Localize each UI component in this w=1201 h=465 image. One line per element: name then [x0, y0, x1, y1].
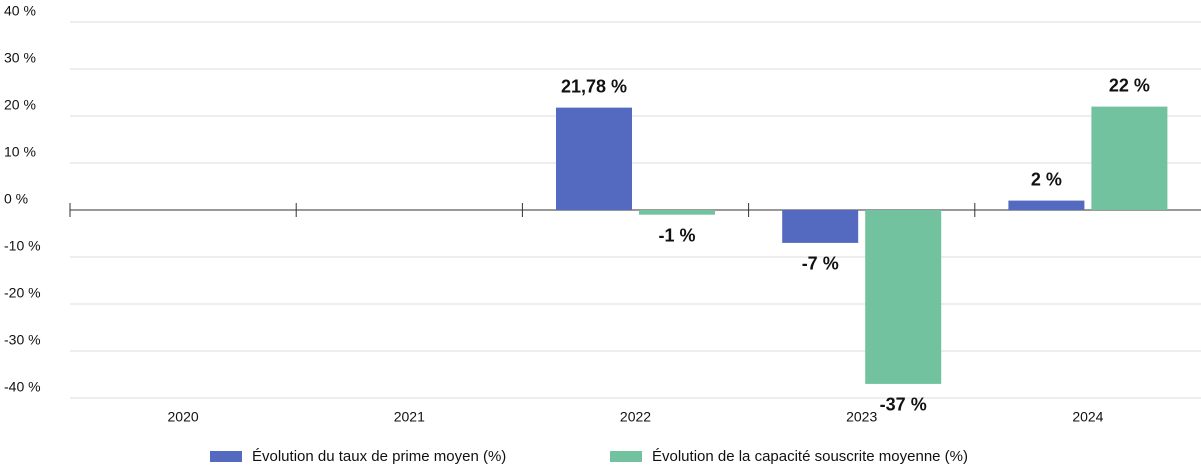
- y-tick-label: 20 %: [4, 97, 36, 113]
- bar: [782, 210, 859, 243]
- value-label: -7 %: [802, 254, 839, 274]
- x-tick-label: 2024: [1072, 409, 1103, 425]
- value-label: 21,78 %: [561, 76, 627, 96]
- x-tick-label: 2020: [168, 409, 199, 425]
- legend-label: Évolution de la capacité souscrite moyen…: [652, 448, 968, 465]
- value-label: 2 %: [1031, 169, 1062, 189]
- value-label: 22 %: [1109, 75, 1150, 95]
- y-tick-label: -10 %: [4, 238, 41, 254]
- y-tick-label: -30 %: [4, 332, 41, 348]
- x-tick-label: 2022: [620, 409, 651, 425]
- bar: [865, 210, 942, 384]
- y-tick-label: -20 %: [4, 285, 41, 301]
- legend-swatch: [610, 451, 642, 462]
- y-tick-label: 40 %: [4, 3, 36, 19]
- bar: [556, 107, 632, 210]
- bar: [1008, 200, 1085, 210]
- y-tick-label: 10 %: [4, 144, 36, 160]
- x-tick-label: 2023: [846, 409, 877, 425]
- legend-label: Évolution du taux de prime moyen (%): [252, 448, 506, 465]
- y-tick-label: 0 %: [4, 191, 28, 207]
- bar: [1091, 106, 1168, 210]
- bar: [639, 210, 715, 215]
- x-tick-label: 2021: [394, 409, 425, 425]
- legend-swatch: [210, 451, 242, 462]
- y-tick-label: -40 %: [4, 379, 41, 395]
- value-label: -1 %: [658, 225, 695, 245]
- value-label: -37 %: [880, 395, 927, 415]
- y-tick-label: 30 %: [4, 50, 36, 66]
